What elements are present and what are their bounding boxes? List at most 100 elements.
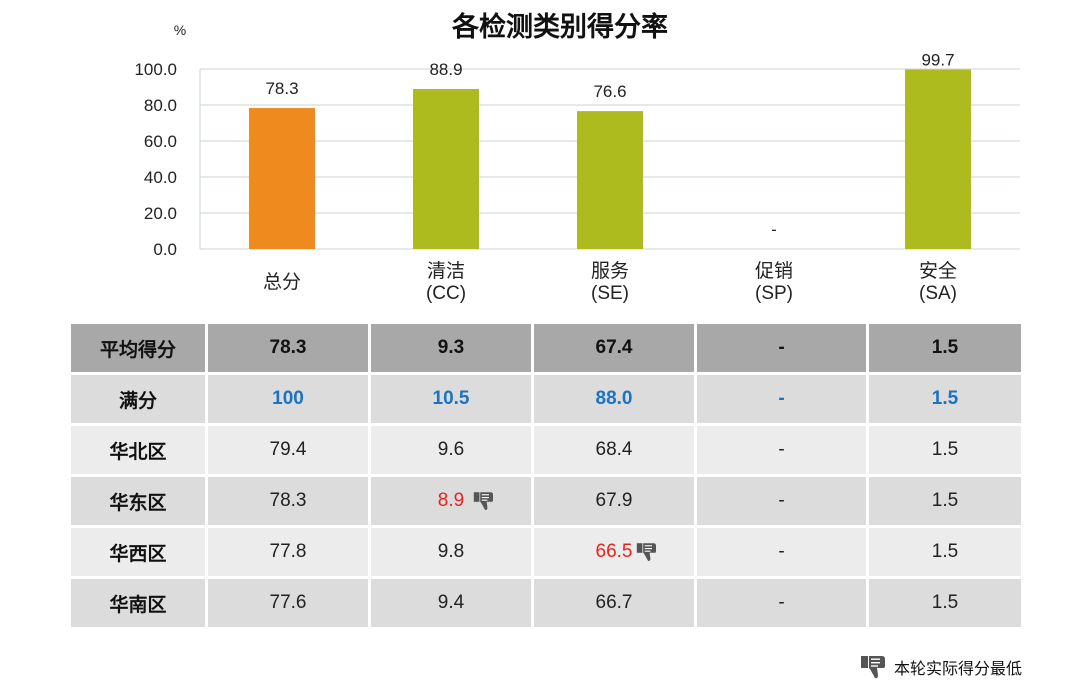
table-cell: 1.5 xyxy=(869,579,1021,627)
cell-value: 1.5 xyxy=(931,337,959,358)
cell-value: 1.5 xyxy=(931,490,959,511)
table-cell: 9.6 xyxy=(371,426,531,474)
data-label: 78.3 xyxy=(265,79,298,98)
row-label: 平均得分 xyxy=(71,324,205,372)
cell-value: 77.8 xyxy=(269,541,307,562)
thumbs-down-icon xyxy=(473,492,493,510)
data-label: 76.6 xyxy=(593,82,626,101)
legend: 本轮实际得分最低 xyxy=(860,654,1022,680)
y-tick-label: 40.0 xyxy=(144,168,177,187)
cell-value: 66.5 xyxy=(595,541,633,562)
table-cell: 67.9 xyxy=(534,477,694,525)
cell-value: 77.6 xyxy=(269,592,307,613)
table-cell: - xyxy=(697,324,866,372)
y-tick-label: 80.0 xyxy=(144,96,177,115)
table-cell: 68.4 xyxy=(534,426,694,474)
bar-chart: 各检测类别得分率 % 0.0 20.0 40.0 60.0 80.0 100.0 78.3… xyxy=(134,11,1020,304)
thumbs-down-icon xyxy=(860,656,885,679)
table-cell: 1.5 xyxy=(869,375,1021,423)
table-cell: 77.6 xyxy=(208,579,368,627)
table-cell: 78.3 xyxy=(208,324,368,372)
legend-text: 本轮实际得分最低 xyxy=(893,661,1022,678)
table-row: 华南区 77.6 9.4 66.7 - 1.5 xyxy=(71,579,1021,627)
cell-value: 9.6 xyxy=(437,439,465,460)
table-cell: 8.9 xyxy=(371,477,531,525)
bars xyxy=(249,69,971,250)
table-cell: 67.4 xyxy=(534,324,694,372)
table-cell: - xyxy=(697,375,866,423)
table-row: 满分 100 10.5 88.0 - 1.5 xyxy=(71,375,1021,423)
table-cell: 1.5 xyxy=(869,477,1021,525)
row-label: 华北区 xyxy=(71,426,205,474)
cell-value: 78.3 xyxy=(269,337,307,358)
bar xyxy=(249,108,315,249)
table-cell: 9.4 xyxy=(371,579,531,627)
category-label: 总分 xyxy=(263,271,301,293)
category-label: 服务(SE) xyxy=(591,260,629,304)
cell-value: 1.5 xyxy=(931,388,959,409)
table-cell: 9.8 xyxy=(371,528,531,576)
category-labels: 总分 清洁(CC) 服务(SE) 促销(SP) 安全(SA) xyxy=(263,260,957,304)
table-cell: 10.5 xyxy=(371,375,531,423)
cell-value: 67.4 xyxy=(595,337,633,358)
data-label: 88.9 xyxy=(429,60,462,79)
y-tick-label: 0.0 xyxy=(153,240,177,259)
y-tick-label: 20.0 xyxy=(144,204,177,223)
category-label: 清洁(CC) xyxy=(426,260,466,304)
cell-value: - xyxy=(778,337,785,358)
cell-value: 66.7 xyxy=(595,592,633,613)
table-cell: 66.7 xyxy=(534,579,694,627)
cell-value: - xyxy=(778,592,785,613)
table-cell: 66.5 xyxy=(534,528,694,576)
cell-value: 79.4 xyxy=(269,439,307,460)
table-cell: - xyxy=(697,426,866,474)
table-row: 平均得分 78.3 9.3 67.4 - 1.5 xyxy=(71,324,1021,372)
cell-value: - xyxy=(778,490,785,511)
row-label: 华东区 xyxy=(71,477,205,525)
cell-value: 8.9 xyxy=(437,490,465,511)
cell-value: 68.4 xyxy=(595,439,633,460)
table-row: 华东区 78.3 8.9 67.9 - 1.5 xyxy=(71,477,1021,525)
cell-value: - xyxy=(778,541,785,562)
cell-value: 100 xyxy=(272,388,304,409)
category-label: 安全(SA) xyxy=(919,260,957,304)
y-tick-label: 100.0 xyxy=(134,60,177,79)
table-cell: 79.4 xyxy=(208,426,368,474)
cell-value: 1.5 xyxy=(931,592,959,613)
table-row: 华北区 79.4 9.6 68.4 - 1.5 xyxy=(71,426,1021,474)
table-cell: - xyxy=(697,579,866,627)
cell-value: 1.5 xyxy=(931,541,959,562)
chart-title: 各检测类别得分率 xyxy=(451,11,668,42)
data-label: 99.7 xyxy=(921,51,954,70)
table-cell: 77.8 xyxy=(208,528,368,576)
cell-value: 9.8 xyxy=(437,541,465,562)
table-cell: - xyxy=(697,477,866,525)
row-label: 满分 xyxy=(71,375,205,423)
table-cell: 9.3 xyxy=(371,324,531,372)
category-label: 促销(SP) xyxy=(755,260,793,304)
table-cell: - xyxy=(697,528,866,576)
cell-value: 9.4 xyxy=(437,592,465,613)
row-label: 华南区 xyxy=(71,579,205,627)
score-table: 平均得分 78.3 9.3 67.4 - 1.5 满分 100 10.5 88.0 - 1.5 华北区 7… xyxy=(68,321,1024,630)
cell-value: 10.5 xyxy=(432,388,470,409)
bar xyxy=(905,69,971,249)
cell-value: 88.0 xyxy=(595,388,633,409)
y-tick-label: 60.0 xyxy=(144,132,177,151)
cell-value: - xyxy=(778,388,785,409)
data-label: - xyxy=(771,220,777,239)
cell-value: - xyxy=(778,439,785,460)
bar xyxy=(413,88,479,249)
cell-value: 67.9 xyxy=(595,490,633,511)
thumbs-down-icon xyxy=(636,543,656,561)
table-cell: 1.5 xyxy=(869,528,1021,576)
table-cell: 88.0 xyxy=(534,375,694,423)
table-cell: 1.5 xyxy=(869,426,1021,474)
value-labels: 78.3 88.9 76.6 - 99.7 xyxy=(265,51,954,239)
cell-value: 9.3 xyxy=(437,337,465,358)
row-label: 华西区 xyxy=(71,528,205,576)
cell-value: 1.5 xyxy=(931,439,959,460)
table-cell: 1.5 xyxy=(869,324,1021,372)
table-row: 华西区 77.8 9.8 66.5 - 1.5 xyxy=(71,528,1021,576)
cell-value: 78.3 xyxy=(269,490,307,511)
